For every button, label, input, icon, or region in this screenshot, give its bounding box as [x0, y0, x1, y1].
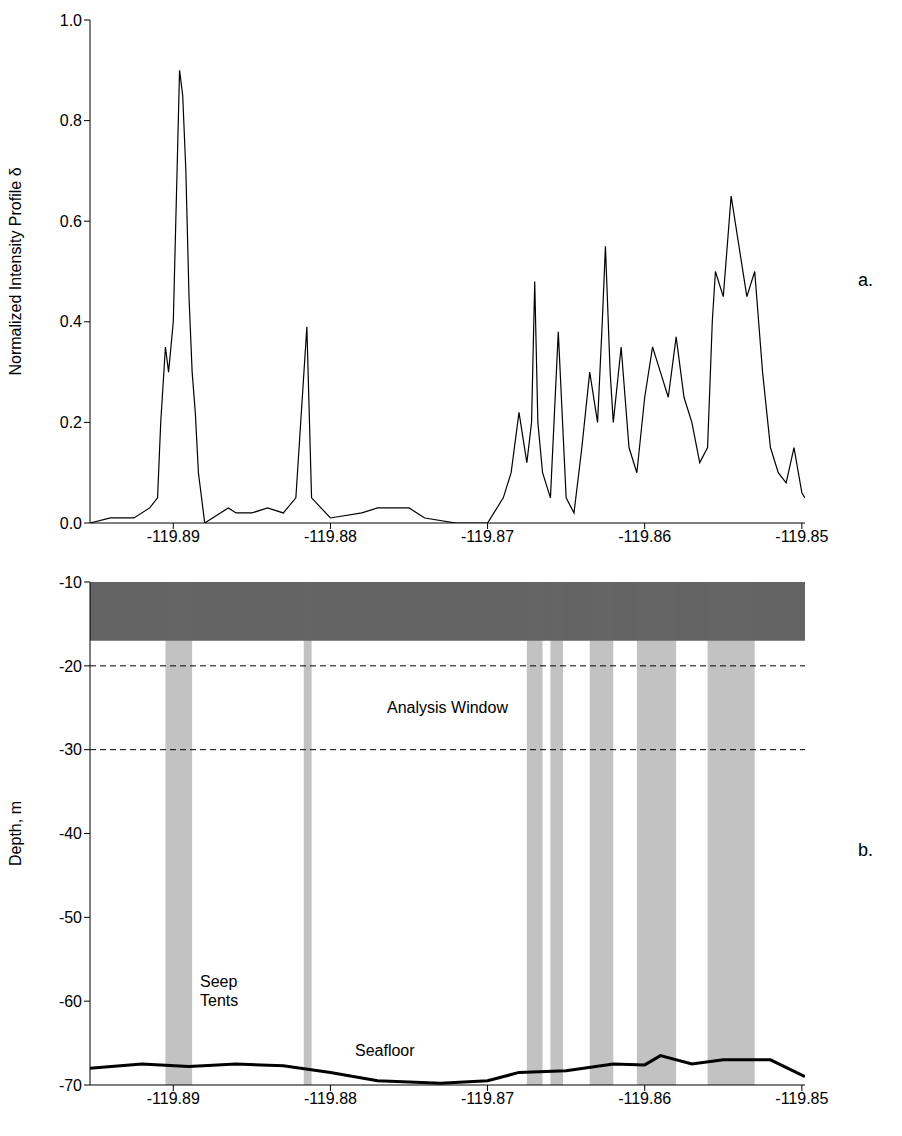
svg-text:-30: -30 — [59, 741, 82, 758]
svg-text:-50: -50 — [59, 909, 82, 926]
svg-text:-119.87: -119.87 — [461, 528, 514, 545]
svg-text:-40: -40 — [59, 825, 82, 842]
html-text:Seafloor: Seafloor — [355, 1042, 415, 1059]
html-text:Seep Tents: Seep Tents — [200, 973, 239, 1009]
html-text:b.: b. — [858, 840, 873, 860]
svg-text:-119.89: -119.89 — [147, 528, 200, 545]
svg-text:0.2: 0.2 — [60, 414, 82, 431]
svg-text:0.4: 0.4 — [60, 313, 82, 330]
svg-text:-119.85: -119.85 — [775, 1090, 828, 1107]
svg-text:0.0: 0.0 — [60, 515, 82, 532]
svg-text:-60: -60 — [59, 993, 82, 1010]
svg-text:-119.86: -119.86 — [618, 528, 671, 545]
svg-text:-119.89: -119.89 — [147, 1090, 200, 1107]
svg-text:1.0: 1.0 — [60, 12, 82, 29]
html-text:a.: a. — [858, 270, 873, 290]
svg-text:-119.88: -119.88 — [304, 528, 357, 545]
svg-text:-119.88: -119.88 — [304, 1090, 357, 1107]
svg-text:Depth, m: Depth, m — [7, 801, 24, 866]
svg-text:-119.86: -119.86 — [618, 1090, 671, 1107]
svg-text:-119.87: -119.87 — [461, 1090, 514, 1107]
svg-text:-70: -70 — [59, 1077, 82, 1094]
svg-text:-119.85: -119.85 — [775, 528, 828, 545]
svg-text:Analysis Window: Analysis Window — [387, 699, 508, 716]
svg-text:-10: -10 — [59, 574, 82, 591]
svg-text:0.6: 0.6 — [60, 213, 82, 230]
svg-text:Normalized Intensity Profile δ: Normalized Intensity Profile δ — [7, 167, 24, 375]
svg-text:0.8: 0.8 — [60, 112, 82, 129]
svg-text:-20: -20 — [59, 658, 82, 675]
